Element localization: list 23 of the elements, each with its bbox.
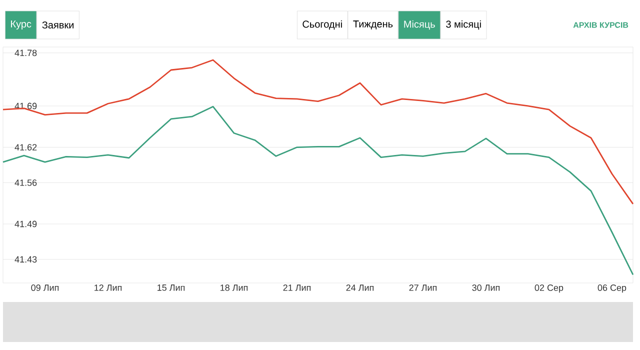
text: 3 місяці <box>446 20 481 30</box>
y-tick-label: 41.78 <box>14 50 37 56</box>
y-tick-label: 41.56 <box>14 180 37 186</box>
x-tick-label: 24 Лип <box>346 284 374 291</box>
y-tick-label: 41.62 <box>14 144 37 150</box>
x-tick-label: 21 Лип <box>283 284 311 291</box>
x-tick-label: 18 Лип <box>220 284 248 291</box>
x-tick-label: 06 Сер <box>598 284 626 293</box>
x-tick-label: 09 Лип <box>31 284 59 291</box>
x-tick-label: 02 Сер <box>534 284 564 293</box>
x-tick-label: 30 Лип <box>472 284 500 291</box>
text: Сьогодні <box>302 20 342 30</box>
text: Заявки <box>42 21 74 29</box>
text: Тиждень <box>353 20 393 30</box>
text: АРХІВ КУРСІВ <box>573 22 628 28</box>
text: Місяць <box>404 20 435 30</box>
x-tick-label: 12 Лип <box>94 284 122 291</box>
text: Курс <box>11 20 32 30</box>
line-series <box>2 59 634 205</box>
x-tick-label: 27 Лип <box>409 284 437 291</box>
y-tick-label: 41.43 <box>14 256 37 263</box>
x-tick-label: 15 Лип <box>158 284 185 291</box>
y-tick-label: 41.49 <box>14 220 37 228</box>
